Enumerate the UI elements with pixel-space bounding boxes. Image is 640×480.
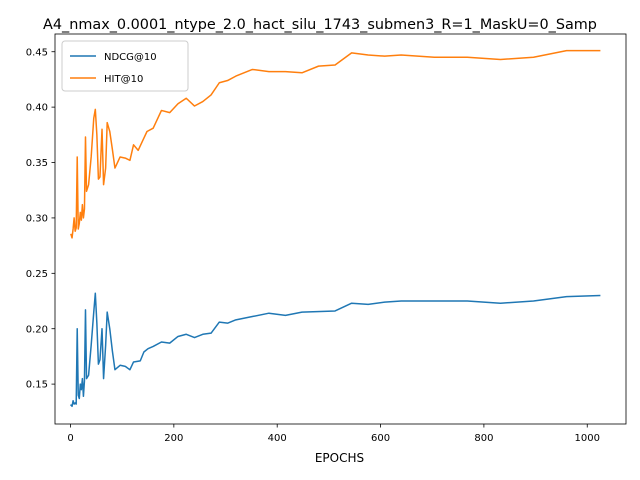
- x-tick-label: 200: [164, 433, 183, 444]
- y-tick-label: 0.15: [26, 380, 48, 391]
- x-tick-label: 0: [67, 433, 73, 444]
- legend-label: HIT@10: [104, 74, 143, 85]
- x-axis-ticks: 0 200 400 600 800 1000: [67, 424, 600, 444]
- x-tick-label: 800: [474, 433, 493, 444]
- plot-frame: [54, 33, 627, 425]
- chart-title: A4_nmax_0.0001_ntype_2.0_hact_silu_1743_…: [43, 17, 597, 33]
- legend: NDCG@10 HIT@10: [61, 40, 189, 92]
- series-line-ndcg-10: [69, 292, 601, 408]
- y-tick-label: 0.35: [26, 158, 48, 169]
- y-tick-label: 0.45: [26, 47, 48, 58]
- x-tick-label: 400: [268, 433, 287, 444]
- y-tick-label: 0.40: [26, 103, 48, 114]
- x-tick-label: 600: [371, 433, 390, 444]
- x-tick-label: 1000: [575, 433, 600, 444]
- series-line-hit-10: [70, 49, 601, 239]
- y-tick-label: 0.25: [26, 269, 48, 280]
- y-tick-label: 0.20: [26, 324, 48, 335]
- x-axis-label: EPOCHS: [315, 451, 364, 465]
- plot-area: [55, 34, 626, 424]
- y-axis-ticks: 0.15 0.20 0.25 0.30 0.35 0.40 0.45: [26, 47, 55, 391]
- legend-label: NDCG@10: [104, 52, 157, 63]
- y-tick-label: 0.30: [26, 214, 48, 225]
- series-layer: [69, 49, 601, 408]
